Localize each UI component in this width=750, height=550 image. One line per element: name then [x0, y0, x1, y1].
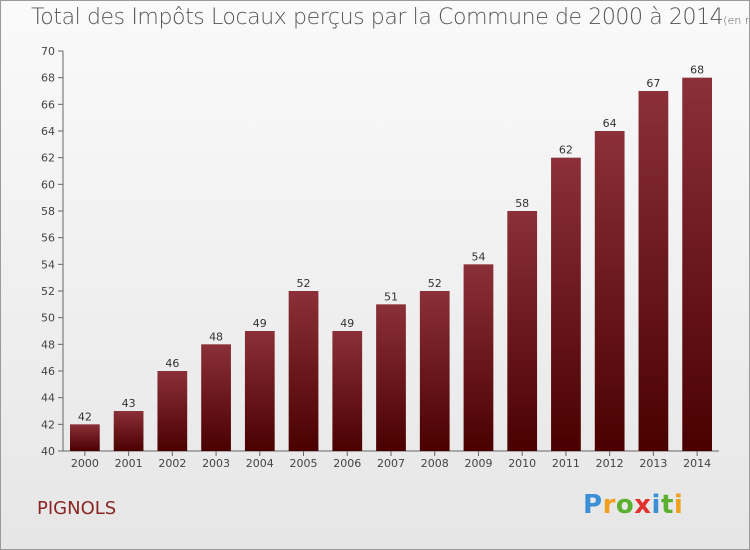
y-tick-label: 40 [41, 445, 55, 458]
bar-value-label: 54 [471, 250, 485, 263]
brand-letter: r [602, 490, 616, 520]
brand-letter: o [615, 490, 635, 520]
bar-value-label: 52 [297, 277, 311, 290]
x-tick-label: 2001 [115, 457, 143, 470]
bar-value-label: 49 [340, 317, 354, 330]
y-tick-label: 58 [41, 205, 55, 218]
y-tick-label: 44 [41, 392, 55, 405]
y-tick-label: 46 [41, 365, 55, 378]
x-tick-label: 2012 [596, 457, 624, 470]
y-tick-label: 70 [41, 45, 55, 58]
bar [507, 211, 538, 451]
bar [244, 331, 275, 451]
bar [288, 291, 319, 451]
bars [69, 77, 713, 452]
y-tick-label: 54 [41, 258, 55, 271]
x-tick-label: 2010 [508, 457, 536, 470]
bar [551, 157, 581, 451]
data-labels: 42 43 46 48 49 52 49 51 52 54 58 62 64 67 68 [78, 64, 704, 424]
chart-title-text: Total des Impôts Locaux perçus par la Co… [31, 5, 724, 30]
bar [376, 304, 406, 451]
y-tick-label: 64 [41, 125, 55, 138]
y-tick-label: 60 [41, 178, 55, 191]
bar-value-label: 49 [253, 317, 267, 330]
x-tick-label: 2004 [246, 457, 274, 470]
bar-value-label: 42 [78, 410, 92, 423]
bar-value-label: 64 [603, 117, 617, 130]
x-tick-label: 2014 [683, 457, 711, 470]
bar-value-label: 48 [209, 330, 223, 343]
bar [638, 91, 669, 451]
bar [201, 344, 231, 451]
bar-value-label: 67 [646, 77, 660, 90]
y-tick-label: 56 [41, 232, 55, 245]
bar-value-label: 43 [122, 397, 136, 410]
y-tick-label: 66 [41, 98, 55, 111]
bar-value-label: 68 [690, 64, 704, 77]
bar [463, 264, 494, 451]
x-tick-label: 2011 [552, 457, 580, 470]
bar [157, 371, 188, 451]
brand-logo: Proxiti [583, 490, 683, 520]
y-tick-label: 62 [41, 152, 55, 165]
bar-value-label: 46 [165, 357, 179, 370]
brand-letter: t [660, 490, 674, 520]
x-tick-label: 2003 [202, 457, 230, 470]
brand-letter: i [673, 490, 684, 520]
x-tick-label: 2007 [377, 457, 405, 470]
brand-letter: i [651, 490, 661, 520]
bar-value-label: 58 [515, 197, 529, 210]
x-tick-label: 2002 [158, 457, 186, 470]
bar-value-label: 52 [428, 277, 442, 290]
bar-value-label: 51 [384, 290, 398, 303]
x-tick-label: 2005 [290, 457, 318, 470]
brand-letter: x [634, 490, 652, 520]
bar [594, 131, 625, 451]
y-tick-label: 68 [41, 72, 55, 85]
y-tick-label: 50 [41, 312, 55, 325]
y-tick-label: 52 [41, 285, 55, 298]
x-tick-label: 2009 [464, 457, 492, 470]
x-tick-label: 2006 [333, 457, 361, 470]
bar [332, 331, 363, 451]
chart-unit: (en milliers d'€) [723, 14, 749, 27]
bar [113, 411, 144, 451]
y-tick-label: 42 [41, 418, 55, 431]
bar [419, 291, 450, 451]
x-tick-label: 2000 [71, 457, 99, 470]
axes: 40 42 44 46 48 50 52 54 56 58 60 62 64 66 68 70 2000 2001… [41, 45, 719, 470]
bar-value-label: 62 [559, 144, 573, 157]
x-tick-label: 2008 [421, 457, 449, 470]
x-tick-label: 2013 [639, 457, 667, 470]
commune-name: PIGNOLS [37, 498, 117, 519]
chart-title: Total des Impôts Locaux perçus par la Co… [31, 5, 749, 30]
brand-letter: P [583, 490, 603, 520]
y-tick-label: 48 [41, 338, 55, 351]
bar [69, 424, 100, 451]
bar [682, 77, 713, 452]
